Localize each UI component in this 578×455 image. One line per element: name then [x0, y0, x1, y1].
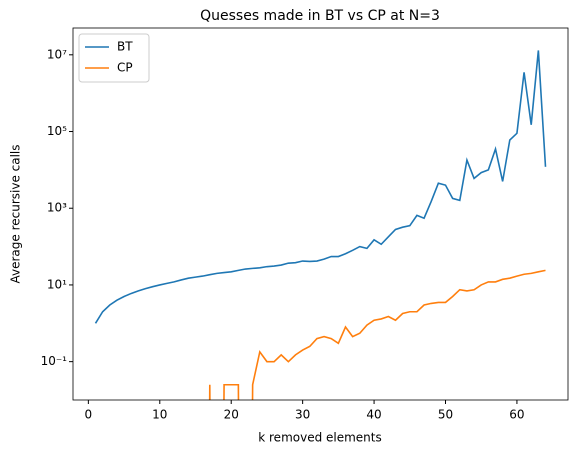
legend-box: [78, 33, 150, 83]
y-tick-label: 10³: [47, 201, 67, 215]
x-tick-label: 50: [438, 408, 453, 422]
y-tick-label: 10⁵: [47, 124, 67, 138]
y-tick-label: 10⁷: [47, 47, 67, 61]
y-axis-label: Average recursive calls: [9, 144, 23, 283]
x-tick-label: 60: [509, 408, 524, 422]
line-bt: [94, 50, 547, 324]
x-tick-label: 40: [366, 408, 381, 422]
y-tick-label: 10¹: [47, 277, 67, 291]
chart-title: Quesses made in BT vs CP at N=3: [200, 8, 440, 24]
plot-lines: [94, 50, 547, 400]
legend-label: CP: [117, 61, 133, 75]
plot-frame: [72, 27, 569, 401]
x-tick-label: 10: [152, 408, 167, 422]
x-tick-label: 20: [224, 408, 239, 422]
x-tick-label: 0: [85, 408, 93, 422]
legend-label: BT: [117, 40, 133, 54]
line-cp: [208, 269, 546, 400]
x-axis-label: k removed elements: [258, 431, 382, 445]
x-tick-label: 30: [295, 408, 310, 422]
y-tick-label: 10⁻¹: [41, 354, 68, 368]
